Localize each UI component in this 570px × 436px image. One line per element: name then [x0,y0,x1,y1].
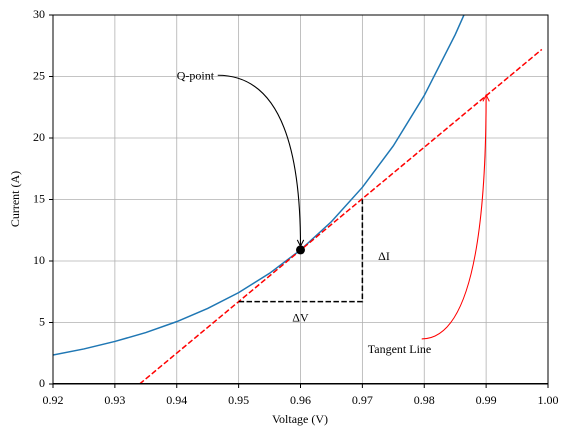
x-tick-label: 0.99 [476,393,497,407]
annotation-text: Tangent Line [368,342,431,356]
annotation-arrow [217,74,301,246]
y-axis-label: Current (A) [8,171,22,227]
y-tick-label: 5 [39,314,45,328]
y-tick-label: 30 [33,7,45,21]
x-tick-label: 0.95 [228,393,249,407]
y-tick-label: 10 [33,253,45,267]
series-line [238,199,364,303]
annotation-text: Q-point [177,68,215,82]
series-line [53,15,465,356]
y-tick-label: 15 [33,191,45,205]
x-tick-label: 0.94 [166,393,187,407]
x-axis-label: Voltage (V) [272,412,328,426]
x-tick-label: 0.92 [43,393,64,407]
x-tick-label: 0.98 [414,393,435,407]
y-tick-label: 0 [39,376,45,390]
y-tick-label: 20 [33,130,45,144]
annotation-arrow [421,95,486,340]
annotations: Q-point ΔV ΔI Tangent Line [177,68,486,356]
plot-area [53,15,548,384]
ticks: 0.92 0.93 0.94 0.95 0.96 0.97 0.98 0.99 1.00 0 5 10… [33,7,559,407]
annotation-text: ΔI [378,249,390,263]
grid [52,14,549,385]
x-tick-label: 0.93 [104,393,125,407]
series-line [139,48,543,384]
q-point [296,245,305,255]
annotation-text: ΔV [292,311,309,325]
x-tick-label: 1.00 [538,393,559,407]
y-tick-label: 25 [33,68,45,82]
x-tick-label: 0.96 [290,393,311,407]
x-tick-label: 0.97 [352,393,373,407]
